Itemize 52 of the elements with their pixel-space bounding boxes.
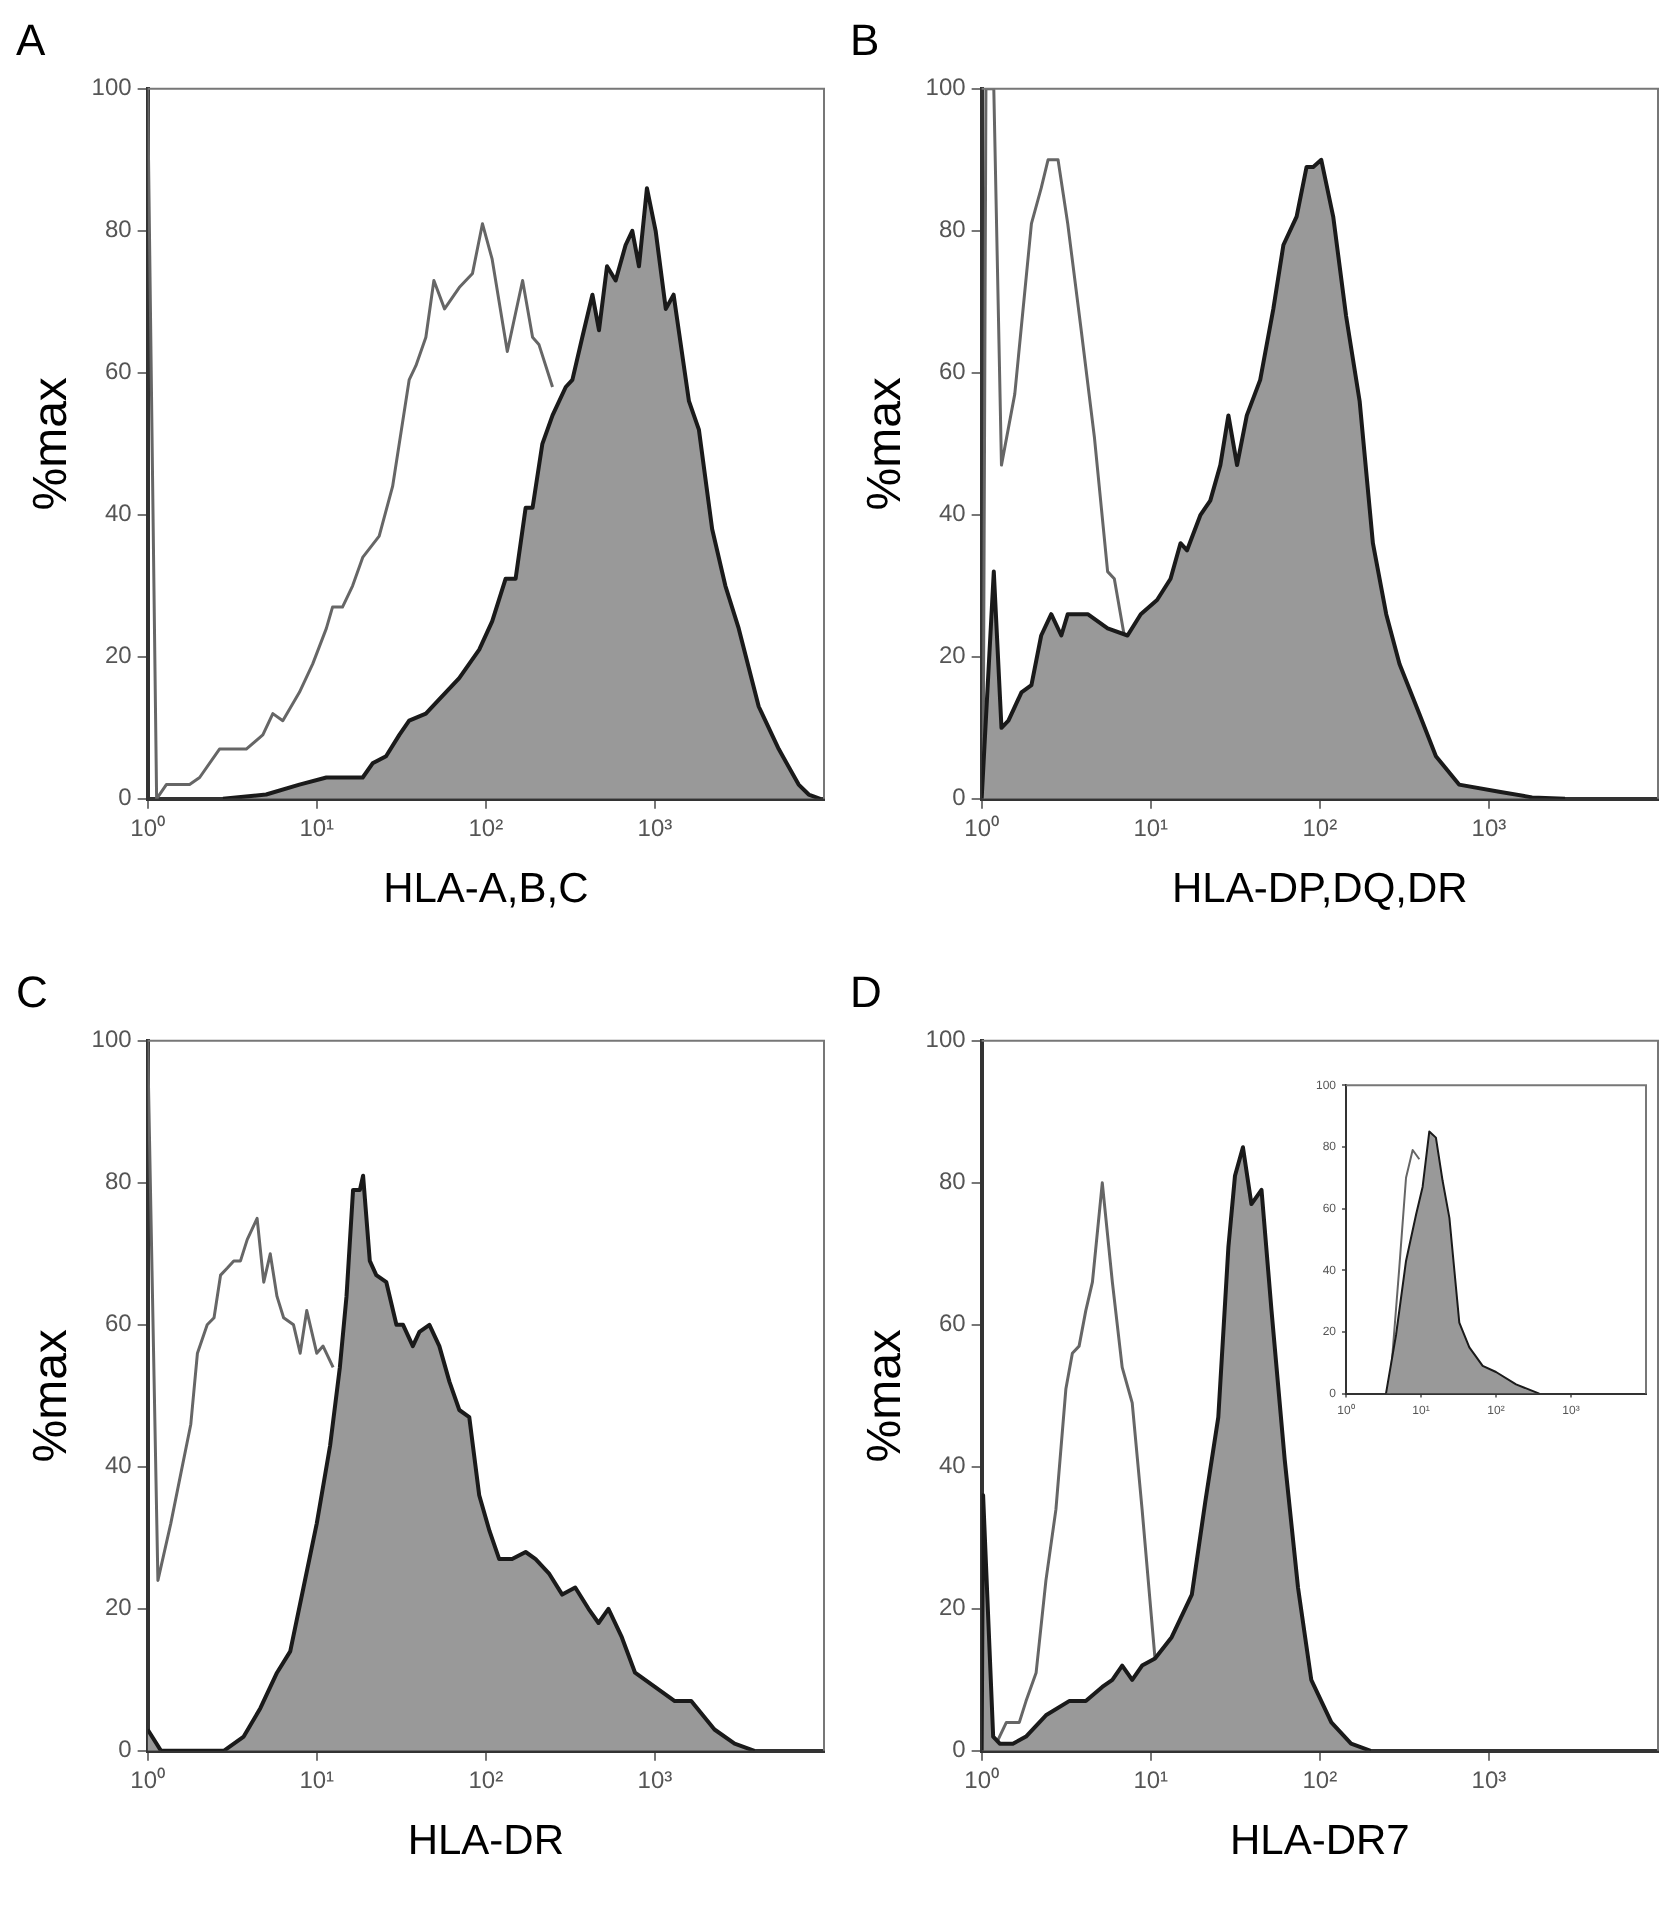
x-tick-label: 10²: [1302, 813, 1338, 842]
x-axis-title: HLA-DP,DQ,DR: [1172, 866, 1468, 913]
y-tick-label: 20: [938, 641, 967, 670]
y-tick-label: 40: [938, 499, 967, 528]
y-tick-label: 100: [925, 73, 967, 102]
x-tick-label: 10¹: [299, 1765, 335, 1794]
x-tick-label: 10¹: [299, 813, 335, 842]
x-tick-label: 10¹: [1133, 813, 1169, 842]
x-tick-label: 10²: [1302, 1765, 1338, 1794]
chart-title: B: [850, 14, 880, 65]
chart-title: D: [850, 966, 882, 1017]
x-tick-label: 10³: [1471, 813, 1507, 842]
y-tick-label: 40: [104, 499, 133, 528]
x-axis-title: HLA-DR: [407, 1818, 565, 1865]
y-tick-label: 20: [104, 1593, 133, 1622]
x-tick-label: 10³: [1471, 1765, 1507, 1794]
x-tick-label: 10²: [468, 1765, 504, 1794]
y-tick-label: 0: [118, 783, 133, 812]
y-tick-label: 20: [938, 1593, 967, 1622]
y-axis-title: %max: [24, 377, 79, 511]
y-tick-label: 60: [104, 1309, 133, 1338]
y-tick-label: 40: [104, 1451, 133, 1480]
y-tick-label: 100: [91, 73, 133, 102]
x-axis-title: HLA-A,B,C: [383, 866, 589, 913]
y-tick-label: 0: [118, 1735, 133, 1764]
y-tick-label: 80: [938, 215, 967, 244]
x-tick-label: 10²: [468, 813, 504, 842]
x-tick-label: 10¹: [1133, 1765, 1169, 1794]
x-tick-label: 10⁰: [130, 813, 165, 842]
y-axis-title: %max: [858, 1329, 913, 1463]
y-tick-label: 0: [952, 1735, 967, 1764]
y-tick-label: 60: [104, 357, 133, 386]
y-tick-label: 80: [104, 1167, 133, 1196]
x-tick-label: 10³: [637, 1765, 673, 1794]
y-tick-label: 100: [925, 1025, 967, 1054]
y-tick-label: 20: [104, 641, 133, 670]
y-tick-label: 80: [104, 215, 133, 244]
y-axis-title: %max: [858, 377, 913, 511]
y-tick-label: 60: [938, 1309, 967, 1338]
y-tick-label: 0: [952, 783, 967, 812]
y-tick-label: 80: [938, 1167, 967, 1196]
y-tick-label: 60: [938, 357, 967, 386]
x-tick-label: 10⁰: [130, 1765, 165, 1794]
y-tick-label: 100: [91, 1025, 133, 1054]
x-axis-title: HLA-DR7: [1229, 1818, 1410, 1865]
x-tick-label: 10³: [637, 813, 673, 842]
chart-title: A: [16, 14, 46, 65]
x-tick-label: 10⁰: [964, 1765, 999, 1794]
y-tick-label: 40: [938, 1451, 967, 1480]
x-tick-label: 10⁰: [964, 813, 999, 842]
chart-title: C: [16, 966, 48, 1017]
y-axis-title: %max: [24, 1329, 79, 1463]
